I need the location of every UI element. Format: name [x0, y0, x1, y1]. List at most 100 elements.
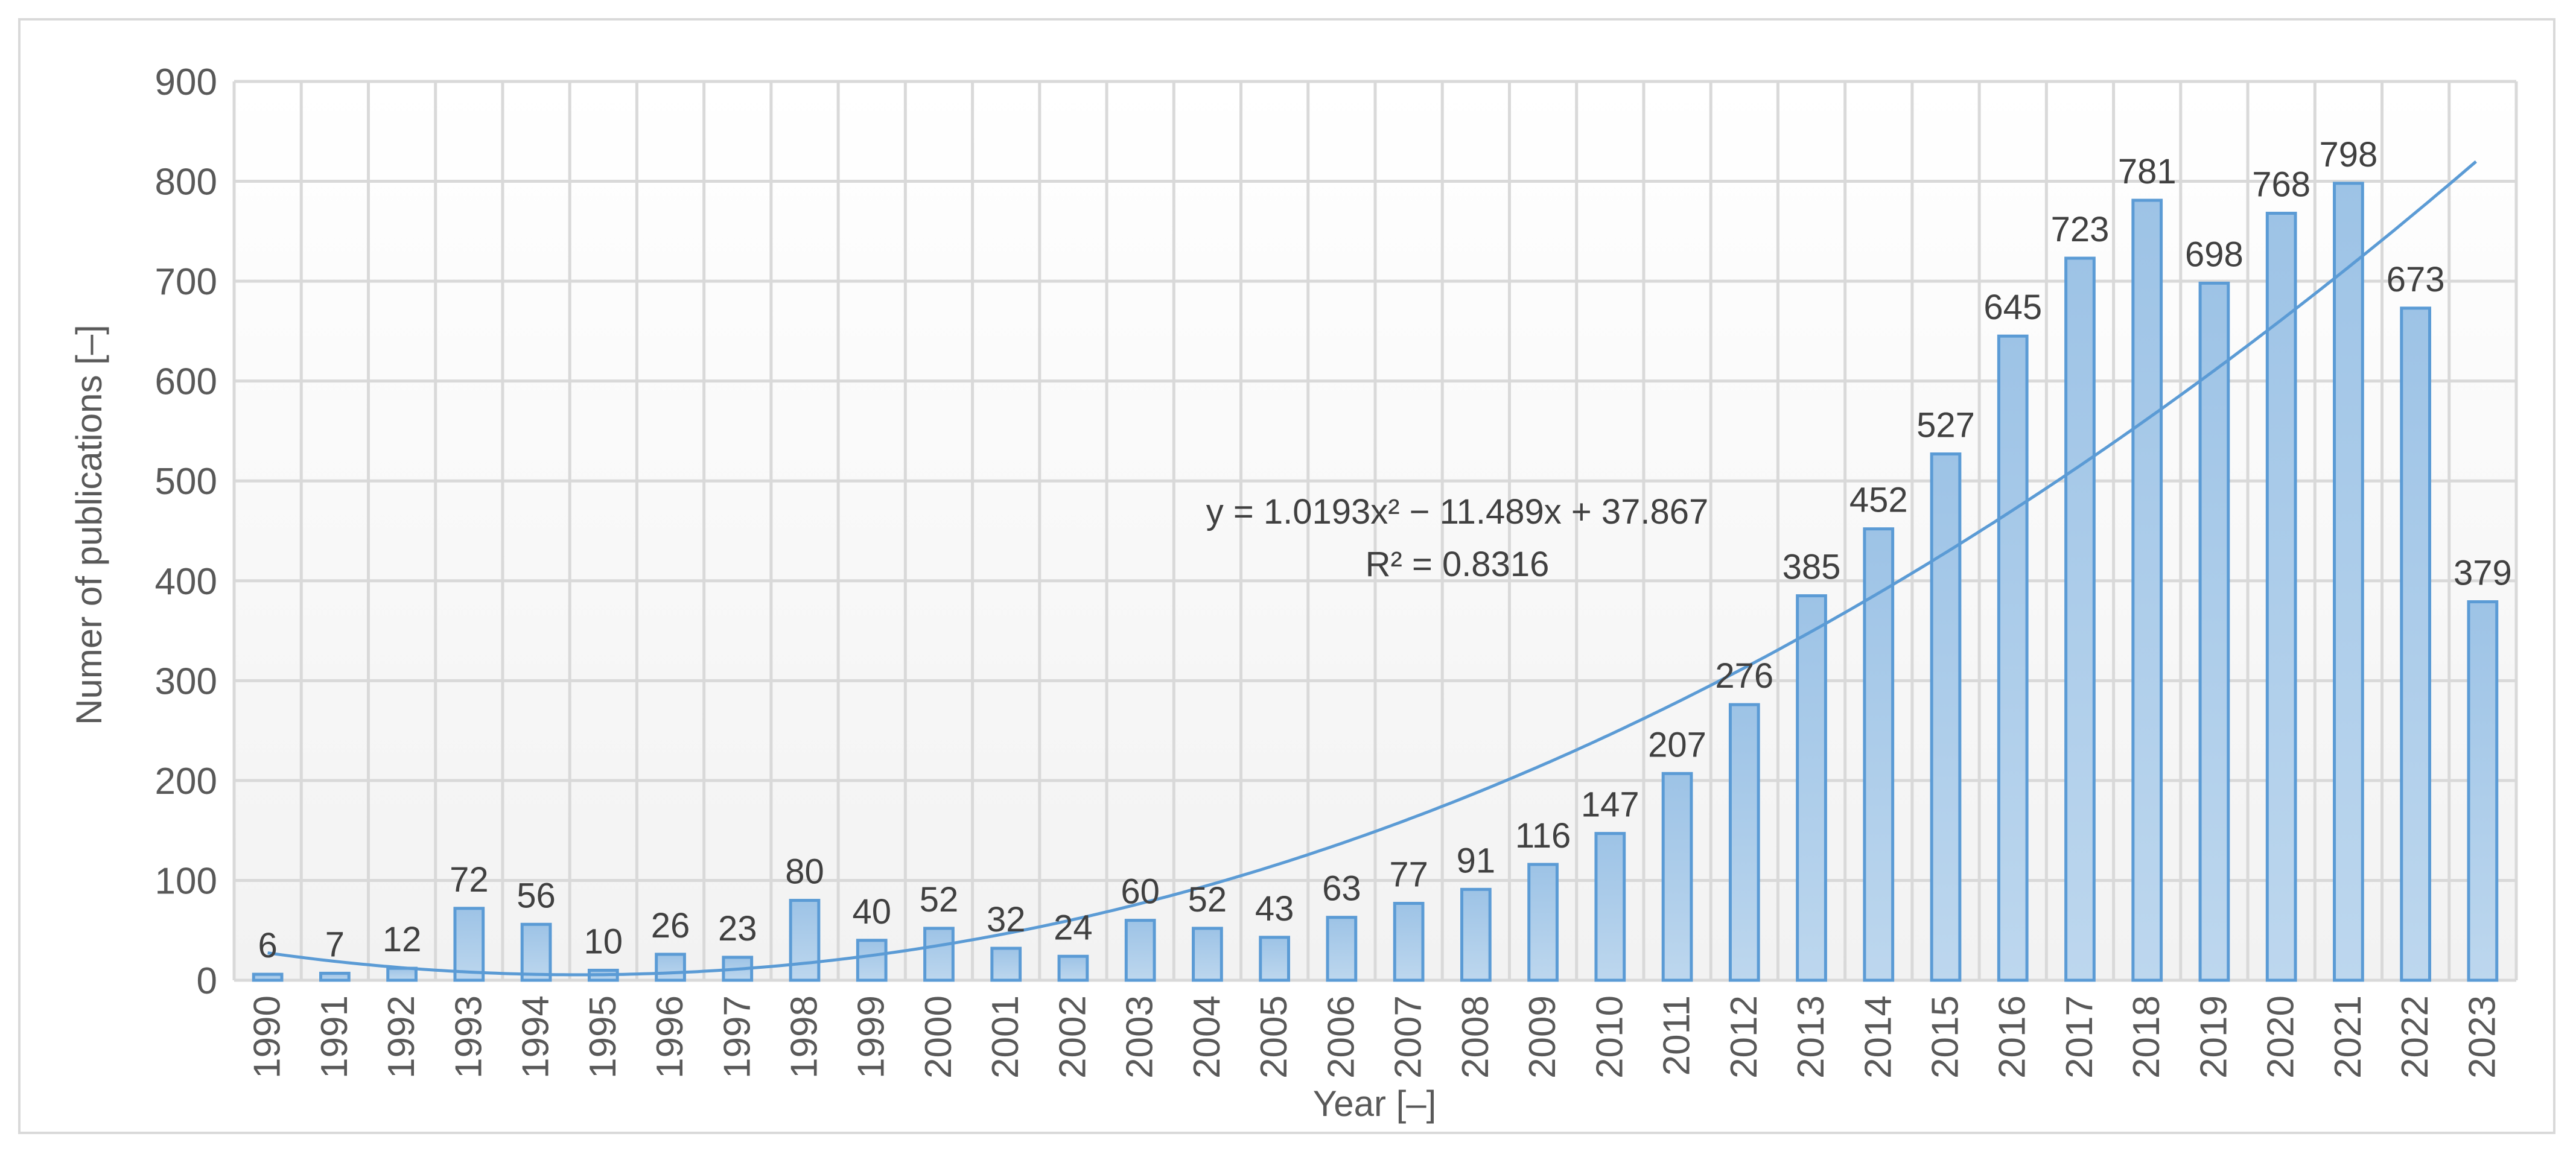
bar-2009 — [1527, 863, 1559, 982]
data-label-2002: 24 — [1054, 908, 1093, 947]
data-label-1990: 6 — [258, 926, 277, 965]
bars — [252, 182, 2499, 982]
y-tick-label-600: 600 — [155, 361, 217, 403]
bar-2003 — [1124, 919, 1156, 982]
data-label-2007: 77 — [1389, 855, 1428, 895]
data-label-2003: 60 — [1121, 872, 1160, 911]
bar-2022 — [2400, 306, 2432, 982]
x-tick-label-2002: 2002 — [1052, 995, 1093, 1079]
bar-2001 — [990, 946, 1022, 982]
data-label-2010: 147 — [1581, 785, 1639, 825]
x-tick-label-2009: 2009 — [1522, 995, 1563, 1079]
data-label-2023: 379 — [2454, 554, 2512, 593]
bar-2013 — [1796, 594, 1827, 982]
y-tick-label-400: 400 — [155, 561, 217, 603]
data-label-1996: 26 — [651, 906, 690, 945]
y-tick-label-200: 200 — [155, 761, 217, 802]
x-tick-label-2021: 2021 — [2327, 995, 2369, 1079]
x-axis-title: Year [–] — [1313, 1083, 1437, 1124]
bar-2006 — [1326, 916, 1358, 982]
bar-2008 — [1460, 887, 1492, 982]
data-label-2018: 781 — [2118, 152, 2177, 191]
data-label-2022: 673 — [2387, 260, 2445, 299]
y-tick-label-300: 300 — [155, 661, 217, 702]
bar-2018 — [2131, 198, 2163, 982]
bar-2004 — [1192, 927, 1223, 982]
bar-2002 — [1057, 954, 1089, 982]
x-tick-label-2001: 2001 — [985, 995, 1026, 1079]
x-tick-label-2012: 2012 — [1723, 995, 1765, 1079]
data-label-2009: 116 — [1515, 816, 1571, 855]
y-axis-tick-labels: 0 100 200 300 400 500 600 700 800 900 — [155, 62, 217, 1002]
x-tick-label-2008: 2008 — [1455, 995, 1496, 1079]
bar-2012 — [1728, 703, 1760, 982]
bar-2015 — [1930, 452, 1962, 982]
x-tick-label-2017: 2017 — [2059, 995, 2101, 1079]
x-tick-label-2020: 2020 — [2260, 995, 2302, 1079]
data-label-2005: 43 — [1255, 889, 1294, 928]
x-tick-label-2010: 2010 — [1589, 995, 1630, 1079]
data-label-2013: 385 — [1783, 548, 1841, 587]
data-label-1997: 23 — [718, 909, 757, 948]
data-label-2008: 91 — [1457, 841, 1496, 880]
y-tick-label-0: 0 — [197, 960, 217, 1002]
x-tick-label-2000: 2000 — [918, 995, 959, 1079]
bar-2020 — [2265, 212, 2297, 982]
bar-1999 — [856, 939, 888, 982]
bar-2019 — [2198, 281, 2230, 982]
x-tick-label-2006: 2006 — [1320, 995, 1362, 1079]
x-tick-label-2005: 2005 — [1253, 995, 1295, 1079]
data-label-2001: 32 — [987, 900, 1026, 939]
data-label-1995: 10 — [584, 922, 623, 961]
x-tick-label-1992: 1992 — [381, 995, 422, 1079]
x-tick-label-1997: 1997 — [716, 995, 758, 1079]
x-tick-label-2023: 2023 — [2461, 995, 2503, 1079]
data-label-1994: 56 — [517, 876, 556, 915]
trendline-r-squared: R² = 0.8316 — [1366, 545, 1550, 584]
data-label-2015: 527 — [1916, 406, 1975, 445]
x-axis-tick-labels: 1990 1991 1992 1993 1994 1995 1996 1997 1998 1999… — [247, 995, 2504, 1079]
x-tick-label-1991: 1991 — [314, 995, 355, 1079]
y-tick-label-700: 700 — [155, 261, 217, 303]
x-tick-label-2016: 2016 — [1992, 995, 2034, 1079]
data-label-1992: 12 — [383, 920, 422, 959]
trendline — [267, 160, 2477, 977]
data-label-1999: 40 — [852, 892, 891, 931]
bar-2010 — [1594, 832, 1626, 982]
x-tick-label-1998: 1998 — [784, 995, 825, 1079]
data-label-2012: 276 — [1715, 656, 1773, 696]
x-tick-label-1993: 1993 — [448, 995, 489, 1079]
x-tick-label-2004: 2004 — [1186, 995, 1228, 1079]
bar-2016 — [1997, 334, 2029, 982]
data-label-2000: 52 — [920, 880, 959, 919]
bar-2021 — [2333, 182, 2364, 982]
x-tick-label-2007: 2007 — [1388, 995, 1430, 1079]
data-label-1991: 7 — [325, 925, 345, 964]
trendline-equation: y = 1.0193x² − 11.489x + 37.867 — [1206, 492, 1709, 531]
bar-1993 — [453, 907, 485, 982]
bar-1992 — [386, 966, 418, 982]
data-label-2004: 52 — [1188, 880, 1227, 919]
bar-2014 — [1863, 527, 1895, 982]
bar-2023 — [2467, 600, 2499, 982]
bar-2000 — [923, 927, 955, 982]
data-label-2006: 63 — [1322, 869, 1361, 908]
data-label-2014: 452 — [1849, 481, 1908, 520]
x-tick-label-2011: 2011 — [1656, 995, 1698, 1076]
data-label-2020: 768 — [2252, 165, 2310, 204]
bar-1996 — [655, 953, 686, 982]
x-tick-label-2018: 2018 — [2126, 995, 2167, 1079]
data-label-2011: 207 — [1648, 725, 1706, 764]
bar-2005 — [1259, 936, 1291, 982]
x-tick-label-1999: 1999 — [851, 995, 892, 1079]
x-tick-label-1996: 1996 — [649, 995, 691, 1079]
data-label-1998: 80 — [785, 852, 824, 892]
x-tick-label-1995: 1995 — [582, 995, 624, 1079]
x-tick-label-2014: 2014 — [1857, 995, 1899, 1079]
bar-1990 — [252, 972, 284, 982]
y-tick-label-500: 500 — [155, 461, 217, 502]
data-label-2019: 698 — [2185, 235, 2244, 274]
x-tick-label-1990: 1990 — [247, 995, 288, 1079]
bar-2017 — [2064, 256, 2096, 982]
data-label-2021: 798 — [2320, 135, 2378, 174]
